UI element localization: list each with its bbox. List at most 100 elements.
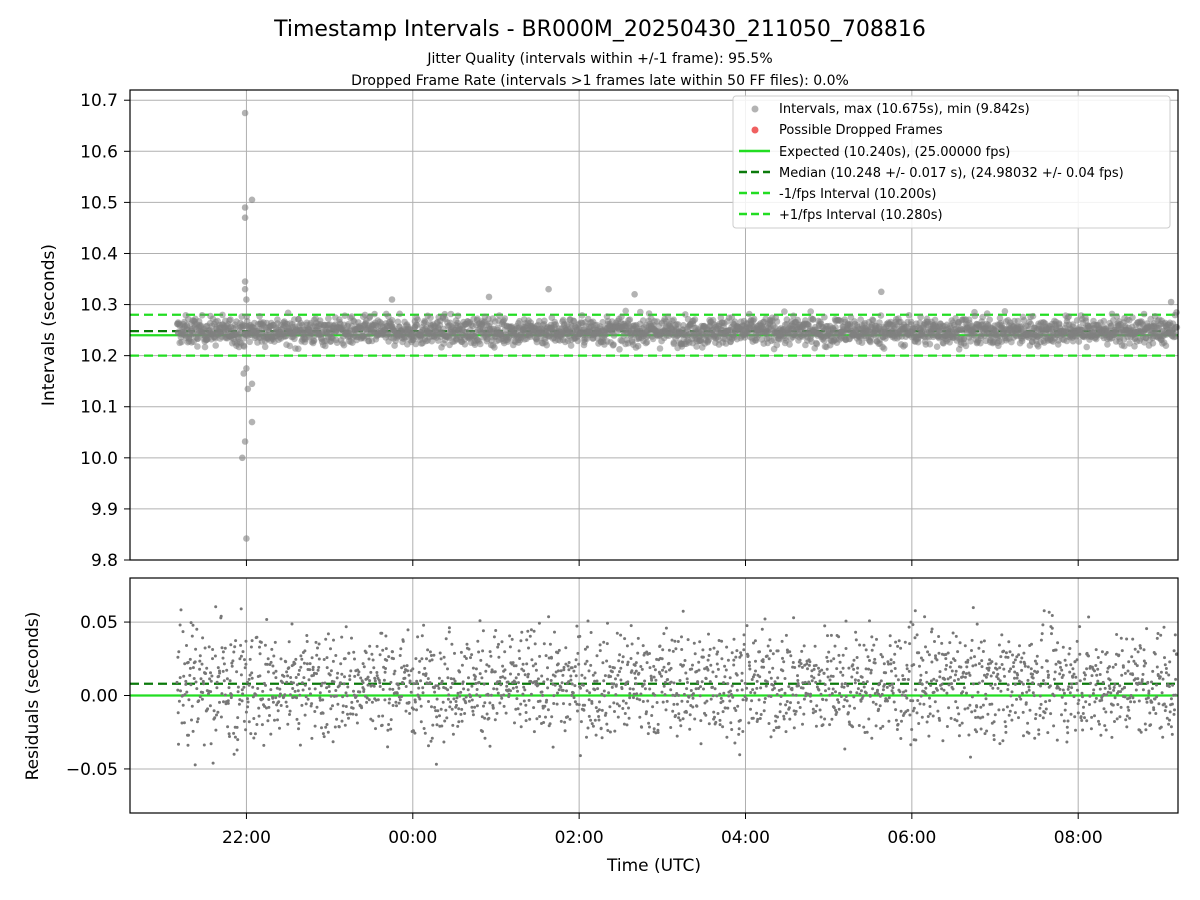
residual-point — [190, 718, 193, 722]
residual-point — [553, 683, 557, 687]
residual-point — [719, 696, 723, 700]
residual-point — [1002, 667, 1006, 671]
residual-point — [195, 720, 199, 724]
residual-point — [189, 621, 193, 625]
residual-point — [373, 676, 377, 680]
residual-point — [237, 702, 241, 706]
residual-point — [361, 662, 365, 666]
residual-point — [667, 661, 671, 665]
interval-point — [693, 343, 700, 350]
residual-point — [420, 634, 424, 638]
residual-point — [411, 667, 415, 671]
residual-point — [1092, 688, 1096, 692]
residual-point — [956, 677, 960, 681]
residual-point — [757, 698, 761, 702]
residual-point — [704, 677, 708, 681]
residual-point — [723, 664, 727, 668]
residual-point — [208, 704, 212, 708]
residual-point — [626, 680, 630, 684]
residual-point — [432, 653, 436, 657]
residual-point — [950, 669, 954, 673]
residual-point — [824, 689, 827, 693]
residual-point — [931, 714, 935, 718]
residual-point — [271, 700, 275, 704]
residual-point — [563, 729, 567, 733]
residual-point — [1054, 662, 1058, 666]
residual-point — [937, 651, 941, 655]
residual-point — [190, 704, 194, 708]
residual-point — [965, 665, 969, 669]
residual-point — [643, 679, 647, 683]
residual-point — [973, 655, 976, 659]
residual-point — [544, 715, 547, 719]
residual-point — [473, 705, 477, 709]
residual-point — [824, 698, 828, 702]
residual-point — [965, 691, 968, 695]
residual-point — [855, 656, 859, 659]
residual-point — [238, 657, 242, 661]
interval-point — [931, 316, 939, 324]
residual-point — [332, 638, 335, 642]
residual-point — [519, 639, 523, 643]
residual-point — [231, 659, 235, 663]
residual-point — [292, 681, 295, 685]
interval-point — [634, 342, 642, 350]
residual-point — [853, 681, 857, 685]
residual-point — [308, 662, 312, 666]
residual-point — [977, 681, 981, 685]
residual-point — [546, 677, 549, 681]
residual-point — [568, 717, 572, 721]
interval-point — [322, 342, 329, 350]
residual-point — [1109, 691, 1113, 695]
residual-point — [944, 667, 948, 671]
residual-point — [981, 715, 985, 719]
residual-point — [669, 726, 673, 729]
residual-point — [873, 661, 877, 665]
residual-point — [213, 654, 217, 658]
residual-point — [899, 709, 903, 713]
residual-point — [951, 631, 955, 635]
interval-outlier-point — [485, 293, 493, 301]
residual-point — [941, 739, 945, 743]
interval-point — [274, 316, 281, 323]
residual-point — [763, 700, 766, 704]
interval-point — [1162, 342, 1170, 350]
residual-point — [864, 648, 868, 652]
residual-point — [774, 719, 778, 723]
residual-point — [295, 683, 299, 687]
residual-point — [995, 667, 999, 671]
residual-point — [718, 692, 722, 696]
residual-point — [1061, 645, 1065, 649]
residual-point — [556, 691, 559, 695]
residual-point — [1022, 651, 1026, 655]
residual-point — [579, 686, 582, 690]
residual-point — [781, 669, 785, 673]
residual-point — [355, 721, 359, 725]
residual-point — [779, 695, 783, 698]
residual-point — [201, 691, 205, 694]
interval-point — [832, 324, 839, 331]
residual-point — [288, 709, 292, 713]
residual-point — [546, 666, 549, 670]
residual-point — [855, 671, 859, 675]
residual-point — [269, 732, 273, 736]
residual-point — [1002, 649, 1006, 653]
residual-point — [336, 671, 340, 675]
residual-point — [305, 640, 309, 643]
interval-point — [809, 316, 817, 323]
residual-point — [248, 657, 252, 661]
residual-point — [382, 678, 386, 682]
residual-point — [658, 644, 662, 648]
residual-point — [495, 711, 499, 715]
residual-point — [352, 689, 355, 693]
residual-point — [321, 732, 325, 736]
residual-point — [745, 686, 749, 690]
residual-point — [349, 669, 353, 673]
residual-point — [1024, 701, 1028, 705]
residual-point — [981, 679, 985, 683]
residual-point — [961, 675, 965, 679]
residual-point — [339, 681, 342, 685]
residual-point — [286, 674, 290, 678]
residual-point — [378, 681, 382, 685]
residual-point — [792, 726, 796, 730]
